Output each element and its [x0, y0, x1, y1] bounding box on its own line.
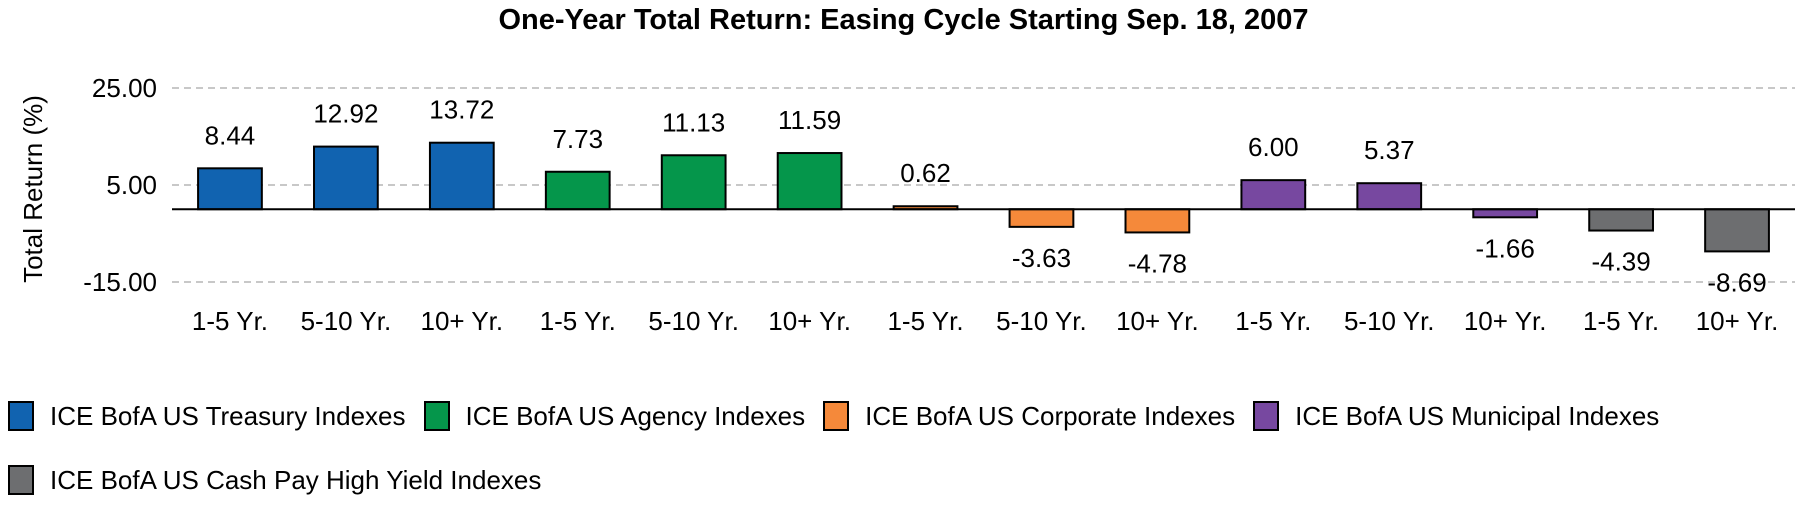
bar — [197, 167, 263, 211]
legend-item: ICE BofA US Municipal Indexes — [1253, 398, 1659, 434]
legend-swatch — [823, 401, 850, 431]
bar — [313, 145, 379, 211]
gridlines — [172, 87, 1795, 283]
value-label: 13.72 — [429, 95, 494, 125]
bar — [1356, 182, 1423, 211]
bar — [776, 152, 843, 211]
legend-swatch — [8, 465, 34, 495]
legend-item: ICE BofA US Cash Pay High Yield Indexes — [8, 462, 541, 498]
legend: ICE BofA US Treasury Indexes ICE BofA US … — [8, 398, 1798, 498]
value-label: -4.39 — [1591, 247, 1650, 277]
value-label: 8.44 — [205, 120, 256, 150]
x-tick-label: 5-10 Yr. — [996, 306, 1087, 336]
bar — [1704, 208, 1770, 253]
x-tick-label: 1-5 Yr. — [540, 306, 616, 336]
legend-label: ICE BofA US Cash Pay High Yield Indexes — [50, 464, 542, 495]
y-tick-label: 25.00 — [92, 73, 157, 103]
chart-title: One-Year Total Return: Easing Cycle Star… — [498, 4, 1309, 36]
bar — [428, 141, 495, 211]
legend-label: ICE BofA US Corporate Indexes — [865, 400, 1236, 431]
value-label: 0.62 — [900, 158, 951, 188]
x-tick-label: 1-5 Yr. — [887, 306, 963, 336]
x-tick-label: 10+ Yr. — [1464, 306, 1547, 336]
x-tick-label: 5-10 Yr. — [1344, 306, 1435, 336]
value-label: -4.78 — [1128, 248, 1187, 278]
bar — [1008, 208, 1075, 228]
value-label: 11.13 — [662, 107, 725, 137]
y-axis-label: Total Return (%) — [18, 95, 48, 283]
x-tick-label: 10+ Yr. — [768, 306, 851, 336]
bar — [544, 170, 611, 211]
legend-item: ICE BofA US Corporate Indexes — [823, 398, 1235, 434]
value-label: 6.00 — [1248, 132, 1299, 162]
value-label: 12.92 — [313, 99, 378, 129]
legend-label: ICE BofA US Municipal Indexes — [1295, 400, 1660, 431]
x-tick-label: 10+ Yr. — [1116, 306, 1199, 336]
legend-item: ICE BofA US Treasury Indexes — [8, 398, 406, 434]
value-label: -3.63 — [1012, 243, 1071, 273]
y-axis-ticks: 25.00 5.00 -15.00 — [83, 73, 157, 297]
legend-label: ICE BofA US Agency Indexes — [465, 400, 806, 431]
x-tick-label: 1-5 Yr. — [1583, 306, 1659, 336]
value-label: -1.66 — [1476, 233, 1535, 263]
bar-chart: 25.00 5.00 -15.00 8.44 12.92 13.72 7.73 11.13 1… — [18, 73, 1795, 336]
x-tick-label: 10+ Yr. — [1696, 306, 1779, 336]
legend-swatch — [1253, 401, 1280, 431]
bar — [1124, 208, 1191, 234]
x-tick-label: 1-5 Yr. — [192, 306, 268, 336]
bar — [660, 154, 727, 211]
bar — [1472, 208, 1539, 219]
x-axis-labels: 1-5 Yr. 5-10 Yr. 10+ Yr. 1-5 Yr. 5-10 Yr. 10+… — [192, 306, 1778, 336]
value-label: -8.69 — [1707, 267, 1766, 297]
legend-item: ICE BofA US Agency Indexes — [423, 398, 806, 434]
legend-swatch — [423, 401, 450, 431]
y-tick-label: -15.00 — [83, 267, 157, 297]
x-tick-label: 5-10 Yr. — [301, 306, 392, 336]
x-tick-label: 10+ Yr. — [420, 306, 503, 336]
legend-swatch — [8, 401, 34, 431]
legend-label: ICE BofA US Treasury Indexes — [50, 400, 406, 431]
bar — [1240, 179, 1307, 211]
value-label: 11.59 — [778, 105, 841, 135]
y-tick-label: 5.00 — [106, 170, 157, 200]
value-labels: 8.44 12.92 13.72 7.73 11.13 11.59 0.62 -3.63 -4.… — [205, 95, 1767, 298]
value-label: 7.73 — [552, 124, 603, 154]
x-tick-label: 5-10 Yr. — [648, 306, 739, 336]
bar — [1588, 208, 1654, 232]
value-label: 5.37 — [1364, 135, 1415, 165]
x-tick-label: 1-5 Yr. — [1235, 306, 1311, 336]
